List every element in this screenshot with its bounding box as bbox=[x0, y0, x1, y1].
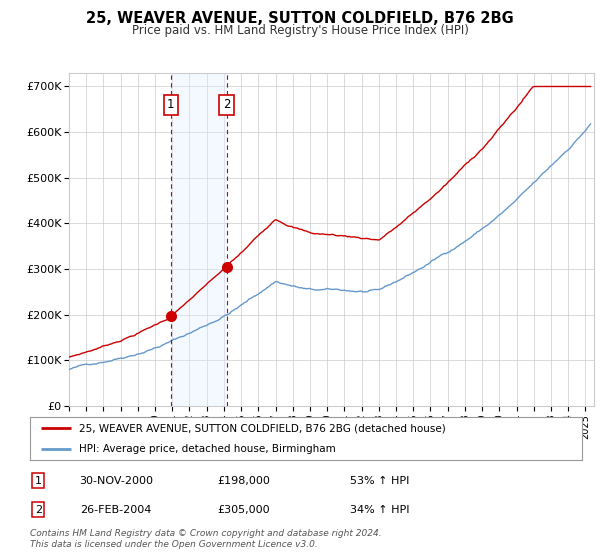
Text: 25, WEAVER AVENUE, SUTTON COLDFIELD, B76 2BG (detached house): 25, WEAVER AVENUE, SUTTON COLDFIELD, B76… bbox=[79, 423, 445, 433]
Text: £198,000: £198,000 bbox=[218, 475, 271, 486]
Text: Price paid vs. HM Land Registry's House Price Index (HPI): Price paid vs. HM Land Registry's House … bbox=[131, 24, 469, 36]
Text: 1: 1 bbox=[167, 98, 175, 111]
Text: HPI: Average price, detached house, Birmingham: HPI: Average price, detached house, Birm… bbox=[79, 444, 335, 454]
Text: £305,000: £305,000 bbox=[218, 505, 271, 515]
Text: Contains HM Land Registry data © Crown copyright and database right 2024.
This d: Contains HM Land Registry data © Crown c… bbox=[30, 529, 382, 549]
Text: 2: 2 bbox=[223, 98, 230, 111]
Text: 53% ↑ HPI: 53% ↑ HPI bbox=[350, 475, 410, 486]
Text: 34% ↑ HPI: 34% ↑ HPI bbox=[350, 505, 410, 515]
Text: 26-FEB-2004: 26-FEB-2004 bbox=[80, 505, 151, 515]
Text: 30-NOV-2000: 30-NOV-2000 bbox=[80, 475, 154, 486]
Text: 1: 1 bbox=[35, 475, 42, 486]
Text: 25, WEAVER AVENUE, SUTTON COLDFIELD, B76 2BG: 25, WEAVER AVENUE, SUTTON COLDFIELD, B76… bbox=[86, 11, 514, 26]
Bar bbox=[171, 73, 227, 406]
Text: 2: 2 bbox=[35, 505, 42, 515]
